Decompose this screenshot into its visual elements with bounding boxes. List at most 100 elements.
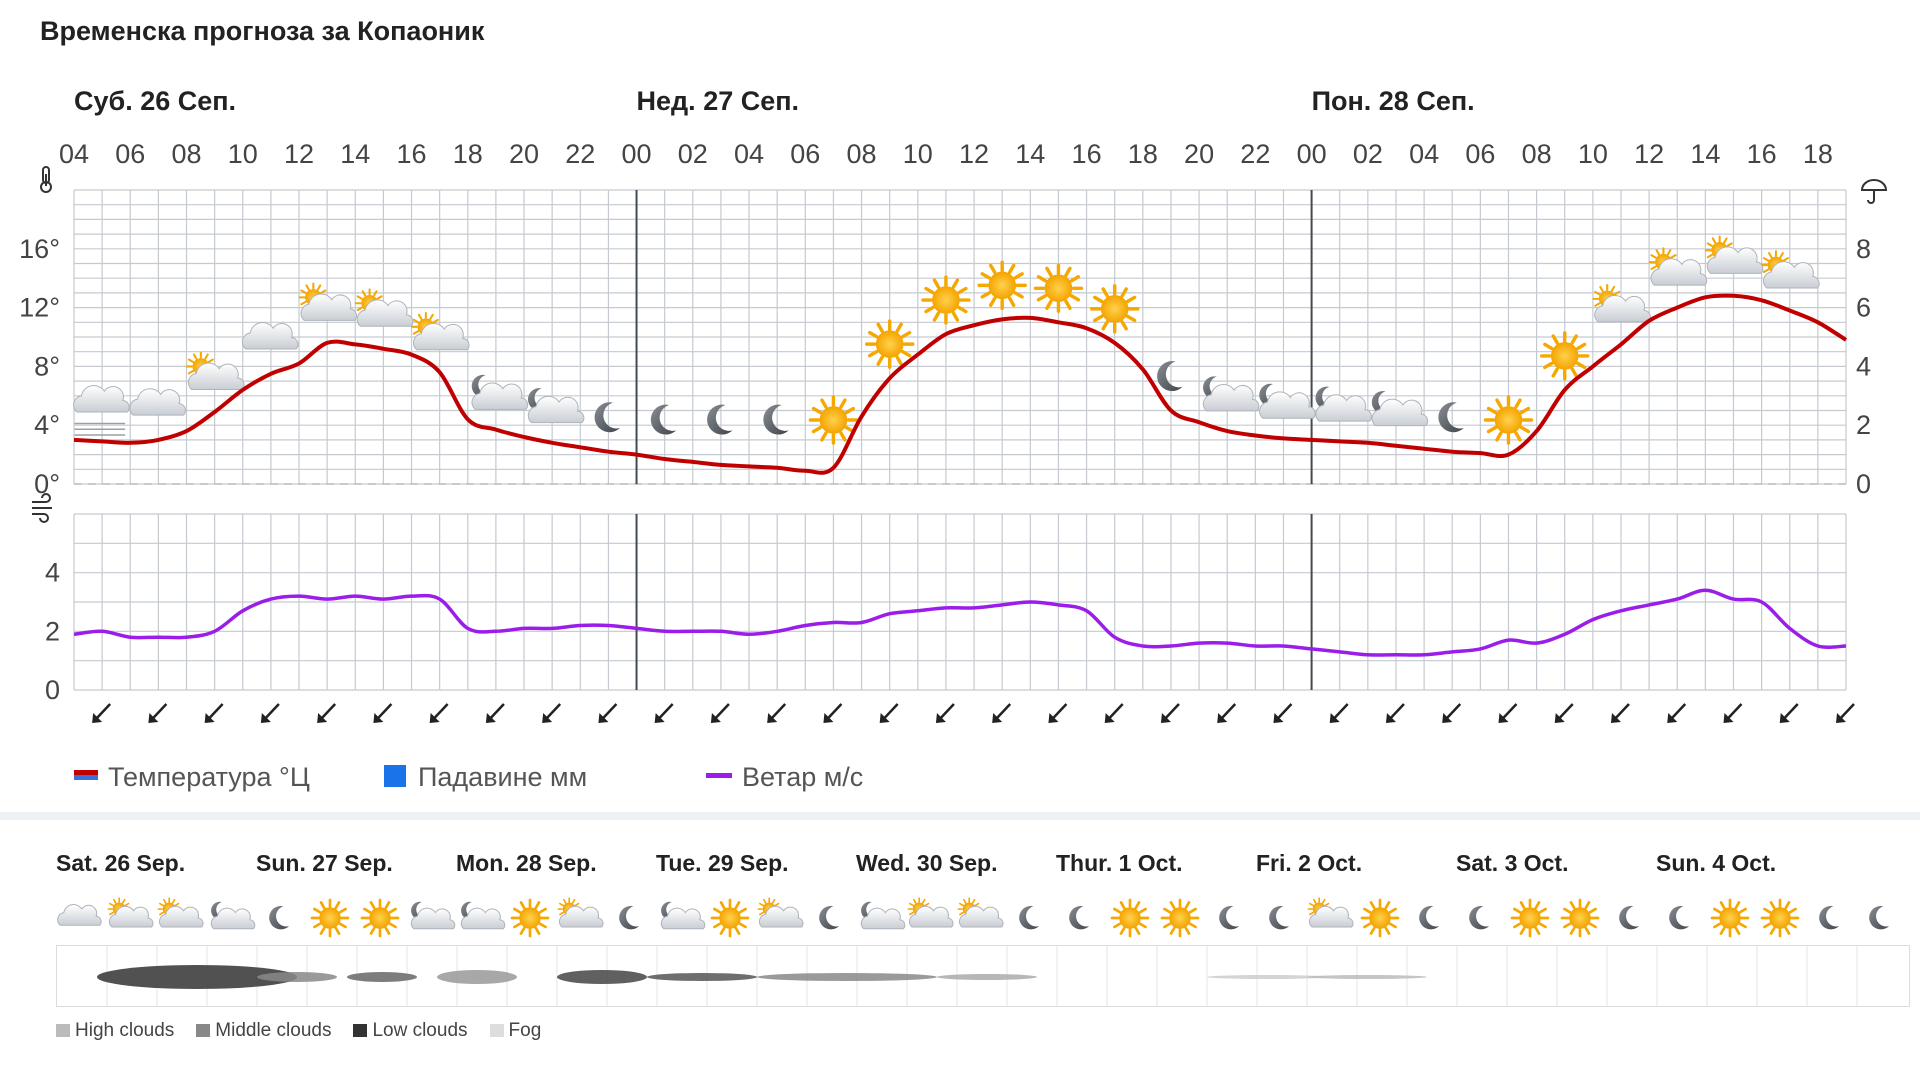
hour-label: 02 bbox=[1353, 139, 1383, 169]
moon-cloud-icon bbox=[860, 901, 906, 930]
wind-direction-arrow bbox=[598, 703, 618, 723]
partly-sunny-icon bbox=[1307, 897, 1354, 928]
precipitation-tick: 0 bbox=[1856, 469, 1871, 499]
hour-label: 14 bbox=[1015, 139, 1045, 169]
hour-label: 18 bbox=[1128, 139, 1158, 169]
wind-direction-arrow bbox=[542, 703, 562, 723]
temperature-tick: 4° bbox=[34, 410, 60, 440]
wind-direction-arrow bbox=[1273, 703, 1293, 723]
sun-icon bbox=[510, 898, 550, 938]
partly-sunny-icon bbox=[298, 282, 357, 321]
cloud-legend-swatch bbox=[56, 1024, 70, 1037]
partly-sunny-icon bbox=[1648, 247, 1708, 286]
legend-item: Ветар м/с bbox=[706, 762, 863, 792]
partly-sunny-icon bbox=[1761, 250, 1820, 289]
day-label: Mon. 28 Sep. bbox=[456, 850, 597, 876]
sun-icon bbox=[1710, 898, 1750, 938]
umbrella-icon bbox=[1860, 179, 1888, 204]
moon-cloud-icon bbox=[660, 901, 706, 930]
hour-label: 22 bbox=[565, 139, 595, 169]
moon-icon bbox=[650, 404, 677, 435]
wind-direction-arrow bbox=[429, 703, 449, 723]
moon-icon bbox=[1219, 905, 1239, 930]
legend-label: Падавине мм bbox=[418, 762, 587, 792]
wind-direction-arrow bbox=[1723, 703, 1743, 723]
wind-direction-arrow bbox=[1554, 703, 1574, 723]
cloud-layer-blob bbox=[1307, 975, 1427, 979]
moon-icon bbox=[1069, 905, 1089, 930]
day-label: Tue. 29 Sep. bbox=[656, 850, 789, 876]
sun-icon bbox=[710, 898, 750, 938]
wind-direction-arrow bbox=[1667, 703, 1687, 723]
moon-icon bbox=[1819, 905, 1839, 930]
wind-direction-arrow bbox=[1442, 703, 1462, 723]
hour-label: 10 bbox=[228, 139, 258, 169]
wind-direction-arrow bbox=[935, 703, 955, 723]
partly-sunny-icon bbox=[411, 311, 470, 351]
hour-label: 12 bbox=[284, 139, 314, 169]
hour-label: 04 bbox=[1409, 139, 1439, 169]
sun-icon bbox=[1089, 284, 1140, 334]
moon-cloud-icon bbox=[1315, 386, 1372, 422]
temperature-tick: 8° bbox=[34, 351, 60, 381]
cloud-layer-blob bbox=[557, 970, 647, 984]
cloud-legend-label: High clouds bbox=[75, 1020, 175, 1041]
sun-icon bbox=[921, 275, 971, 325]
cloud-legend-label: Fog bbox=[508, 1020, 542, 1041]
legend-label: Температура °Ц bbox=[108, 762, 310, 792]
cloud-icon bbox=[57, 904, 102, 926]
moon-cloud-icon bbox=[1259, 383, 1316, 419]
wind-tick: 0 bbox=[45, 675, 60, 705]
wind-direction-arrow bbox=[317, 703, 337, 723]
hour-label: 18 bbox=[453, 139, 483, 169]
wind-direction-arrow bbox=[1779, 703, 1799, 723]
precipitation-tick: 8 bbox=[1856, 234, 1871, 264]
moon-cloud-icon bbox=[210, 901, 256, 930]
day-header: Пон. 28 Сеп. bbox=[1312, 86, 1475, 116]
wind-icon bbox=[32, 493, 52, 523]
hour-label: 06 bbox=[115, 139, 145, 169]
partly-sunny-icon bbox=[107, 897, 154, 928]
day-header: Нед. 27 Сеп. bbox=[637, 86, 800, 116]
hour-label: 10 bbox=[903, 139, 933, 169]
partly-sunny-icon bbox=[1592, 284, 1651, 323]
moon-cloud-icon bbox=[410, 901, 456, 930]
hour-label: 16 bbox=[1747, 139, 1777, 169]
sun-icon bbox=[1360, 898, 1400, 938]
wind-direction-arrow bbox=[767, 703, 787, 723]
wind-direction-arrow bbox=[1498, 703, 1518, 723]
hour-label: 04 bbox=[734, 139, 764, 169]
cloud-legend-item: Low clouds bbox=[353, 1020, 468, 1042]
page-title: Временска прогноза за Копаоник bbox=[40, 16, 485, 46]
wind-direction-arrow bbox=[1385, 703, 1405, 723]
moon-icon bbox=[1269, 905, 1289, 930]
hour-label: 00 bbox=[622, 139, 652, 169]
cloud-legend: High clouds Middle clouds Low clouds Fog bbox=[56, 1020, 563, 1042]
hour-label: 18 bbox=[1803, 139, 1833, 169]
moon-icon bbox=[619, 905, 639, 930]
hour-label: 06 bbox=[1465, 139, 1495, 169]
moon-cloud-icon bbox=[1371, 391, 1429, 427]
day-label: Sun. 27 Sep. bbox=[256, 850, 393, 876]
wind-direction-arrow bbox=[1048, 703, 1068, 723]
cloud-layer-blob bbox=[1207, 975, 1327, 979]
cloud-icon bbox=[129, 388, 186, 416]
temperature-line bbox=[73, 293, 1848, 475]
daily-overview: Sat. 26 Sep. Sun. 27 Sep. Mon. 28 Sep. Tue.… bbox=[0, 812, 1920, 1088]
sun-icon bbox=[360, 898, 400, 938]
hour-label: 14 bbox=[340, 139, 370, 169]
moon-cloud-icon bbox=[471, 374, 529, 410]
hour-label: 12 bbox=[1634, 139, 1664, 169]
temperature-tick: 16° bbox=[19, 234, 60, 264]
cloud-layer-blob bbox=[647, 973, 757, 981]
hour-label: 08 bbox=[171, 139, 201, 169]
wind-direction-arrow bbox=[1104, 703, 1124, 723]
wind-line bbox=[73, 588, 1847, 657]
wind-direction-arrow bbox=[1610, 703, 1630, 723]
partly-sunny-icon bbox=[354, 288, 414, 327]
wind-direction-arrow bbox=[204, 703, 224, 723]
hour-label: 20 bbox=[509, 139, 539, 169]
cloud-legend-item: High clouds bbox=[56, 1020, 174, 1042]
moon-icon bbox=[1419, 905, 1439, 930]
cloud-layer-blob bbox=[757, 973, 937, 981]
